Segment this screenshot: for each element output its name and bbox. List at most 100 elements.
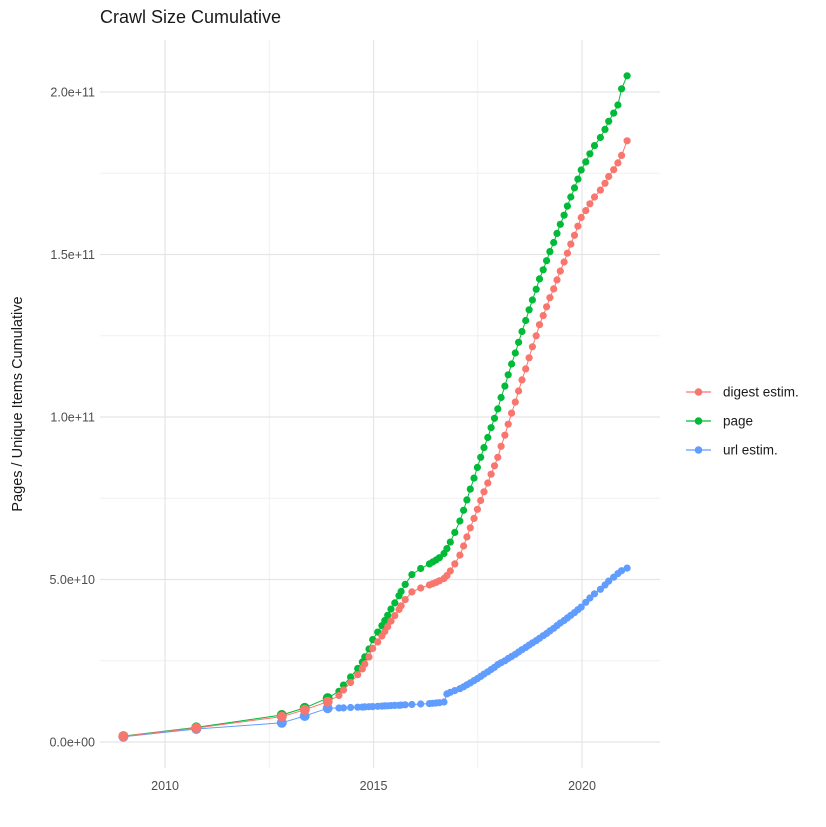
data-point: [582, 158, 590, 166]
data-point: [501, 431, 509, 439]
data-point: [586, 150, 594, 158]
data-point: [601, 179, 609, 187]
data-point: [605, 172, 613, 181]
legend-label-digest-estim: digest estim.: [723, 385, 799, 400]
data-point: [470, 514, 478, 523]
data-point: [480, 488, 488, 496]
data-point: [535, 275, 544, 283]
data-point: [401, 596, 409, 604]
data-point: [322, 696, 333, 707]
data-point: [546, 248, 554, 256]
data-point: [574, 222, 582, 230]
data-point: [417, 564, 425, 573]
data-point: [463, 533, 471, 541]
data-point: [560, 211, 568, 219]
series-layer: [118, 72, 631, 742]
data-point: [515, 338, 523, 346]
y-axis-title: Pages / Unique Items Cumulative: [10, 296, 26, 511]
data-point: [299, 704, 310, 715]
data-point: [487, 470, 495, 478]
y-tick-label: 2.0e+11: [50, 86, 95, 100]
data-point: [618, 151, 626, 159]
data-point: [401, 580, 409, 589]
data-point: [397, 587, 405, 596]
data-point: [605, 577, 613, 585]
data-point: [118, 731, 129, 742]
data-point: [440, 698, 448, 706]
data-point: [618, 85, 626, 93]
chart-title: Crawl Size Cumulative: [100, 7, 281, 27]
data-point: [553, 229, 561, 237]
data-point: [567, 240, 575, 248]
data-point: [494, 453, 502, 461]
legend-entry-page: page: [686, 414, 753, 429]
data-point: [532, 285, 540, 293]
data-point: [574, 175, 582, 183]
data-point: [451, 560, 459, 568]
data-point: [391, 612, 399, 620]
legend: digest estim. page url estim.: [686, 385, 799, 458]
data-point: [451, 528, 459, 537]
data-point: [463, 496, 471, 504]
y-tick-label: 1.5e+11: [50, 248, 95, 262]
legend-label-url-estim: url estim.: [723, 443, 778, 458]
data-point: [614, 159, 622, 167]
data-point: [484, 433, 492, 442]
data-point: [590, 590, 599, 598]
data-point: [487, 424, 495, 432]
data-point: [623, 72, 631, 80]
data-point: [354, 671, 362, 679]
data-point: [384, 623, 392, 631]
data-point: [522, 365, 530, 373]
legend-entry-digest-estim: digest estim.: [686, 385, 799, 400]
data-point: [335, 691, 343, 700]
x-axis-tick-labels: 2010 2015 2020: [151, 779, 596, 793]
data-point: [610, 166, 618, 174]
data-point: [339, 704, 348, 712]
legend-entry-url-estim: url estim.: [686, 443, 778, 458]
data-point: [553, 276, 561, 284]
data-point: [401, 701, 409, 709]
data-point: [369, 644, 377, 653]
data-point: [490, 462, 499, 470]
data-point: [528, 343, 537, 351]
data-point: [397, 602, 405, 610]
data-point: [473, 463, 481, 471]
series-url-estim-: [118, 564, 631, 742]
data-point: [466, 524, 474, 532]
data-point: [590, 193, 599, 201]
data-point: [508, 360, 516, 368]
data-point: [550, 238, 558, 247]
y-axis-tick-labels: 0.0e+00 5.0e+10 1.0e+11 1.5e+11 2.0e+11: [49, 86, 95, 750]
data-point: [586, 594, 594, 602]
y-tick-label: 1.0e+11: [50, 411, 95, 425]
data-point: [347, 703, 355, 712]
data-point: [490, 414, 499, 422]
data-point: [528, 296, 537, 304]
data-point: [511, 398, 519, 406]
data-point: [477, 453, 485, 461]
data-point: [623, 564, 631, 572]
data-point: [522, 316, 530, 325]
data-point: [497, 442, 505, 450]
data-point: [473, 505, 481, 513]
data-point: [563, 202, 572, 210]
data-point: [347, 673, 355, 681]
data-point: [550, 285, 558, 293]
data-point: [525, 354, 533, 362]
data-point: [446, 567, 454, 575]
data-point: [501, 382, 509, 390]
y-tick-label: 5.0e+10: [49, 573, 95, 587]
data-point: [601, 125, 609, 133]
data-point: [408, 571, 416, 579]
data-point: [480, 444, 488, 452]
data-point: [511, 349, 519, 357]
data-point: [623, 137, 631, 145]
data-point: [384, 611, 392, 619]
data-point: [570, 184, 579, 192]
data-point: [494, 405, 502, 413]
data-point: [361, 660, 369, 668]
